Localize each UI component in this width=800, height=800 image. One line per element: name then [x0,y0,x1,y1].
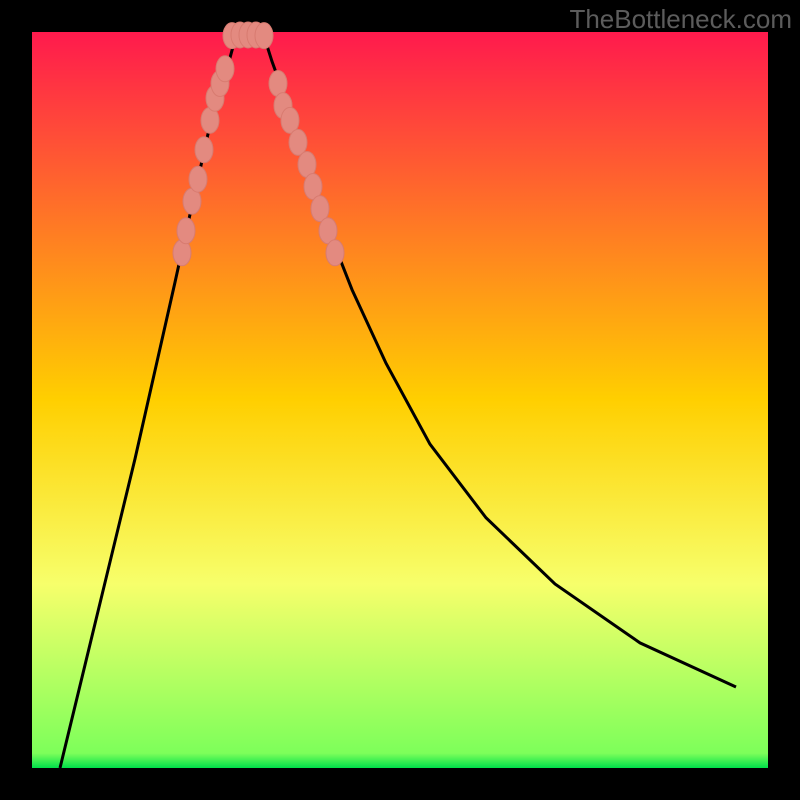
cluster-marker-left [177,218,195,244]
cluster-marker-left [195,137,213,163]
cluster-marker-bottom [255,23,273,49]
watermark-text: TheBottleneck.com [569,4,792,35]
curve-right-branch [265,39,736,687]
cluster-marker-left [216,56,234,82]
cluster-marker-left [189,166,207,192]
chart-frame: TheBottleneck.com [0,0,800,800]
cluster-marker-right [326,240,344,266]
curve-svg [0,0,800,800]
